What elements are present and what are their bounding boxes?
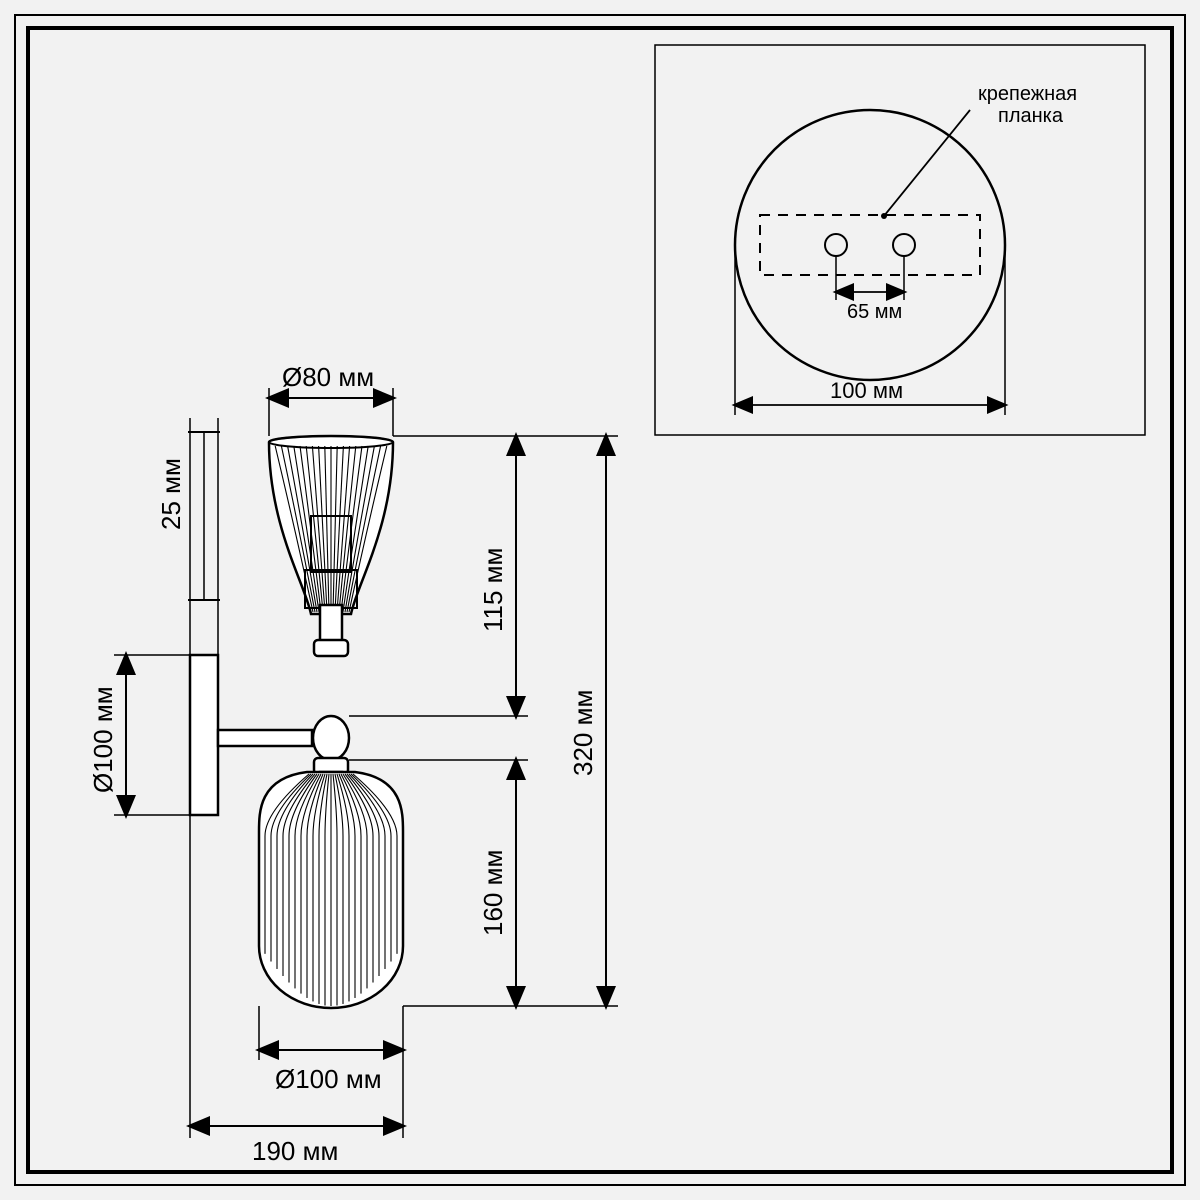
- inset-label-line2: планка: [998, 105, 1064, 127]
- fixture-drawing: [190, 436, 403, 1008]
- inset-label-line1: крепежная: [978, 83, 1077, 105]
- dim-lower-height: 160 мм: [478, 850, 508, 936]
- dim-plate-depth: 25 мм: [156, 458, 186, 530]
- inset-plate-diameter: 100 мм: [830, 378, 903, 403]
- dim-top-diameter: Ø80 мм: [282, 362, 374, 392]
- inset-hole-spacing: 65 мм: [847, 301, 902, 323]
- dim-overall-width: 190 мм: [252, 1136, 338, 1166]
- dim-overall-height: 320 мм: [568, 690, 598, 776]
- dim-bottom-diameter: Ø100 мм: [275, 1064, 382, 1094]
- dim-plate-diameter: Ø100 мм: [88, 686, 118, 793]
- inset-mounting-detail: крепежная планка 65 мм 100 мм: [655, 45, 1145, 435]
- dim-upper-height: 115 мм: [478, 548, 508, 632]
